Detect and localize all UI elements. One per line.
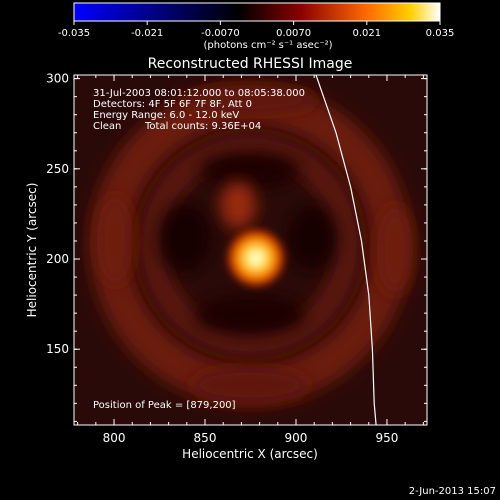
timestamp-footer: 2-Jun-2013 15:07 [409,486,496,497]
y-axis-ticks: 150 200 250 300 [46,72,427,422]
colorbar-tick-label: 0.035 [426,28,455,39]
x-tick-label: 950 [376,431,399,445]
colorbar-ticks: -0.035 -0.021 -0.0070 0.0070 0.021 0.035 [58,21,454,39]
y-tick-label: 200 [46,252,69,266]
peak-position-text: Position of Peak = [879,200] [93,400,236,411]
colorbar-tick-label: -0.035 [58,28,90,39]
chart-title: Reconstructed RHESSI Image [148,56,353,72]
y-tick-label: 150 [46,342,69,356]
solar-limb-curve [315,75,377,425]
energy-range-text: Energy Range: 6.0 - 12.0 keV [93,110,239,121]
x-tick-label: 800 [103,431,126,445]
x-tick-label: 900 [285,431,308,445]
colorbar-unit-label: (photons cm⁻² s⁻¹ asec⁻²) [203,40,332,51]
x-axis-label: Heliocentric X (arcsec) [182,447,318,461]
flare-peak [226,228,286,288]
y-axis-label: Heliocentric Y (arcsec) [25,183,39,318]
clean-method-text: Clean [93,121,121,132]
x-axis-ticks: 800 850 900 950 [77,75,424,445]
colorbar-tick-label: -0.0070 [201,28,240,39]
y-tick-label: 250 [46,162,69,176]
colorbar [73,2,441,22]
heatmap-image [74,75,427,425]
y-tick-label: 300 [46,72,69,86]
total-counts-text: Total counts: 9.36E+04 [144,121,261,132]
time-range-text: 31-Jul-2003 08:01:12.000 to 08:05:38.000 [93,88,305,99]
colorbar-tick-label: 0.0070 [276,28,311,39]
colorbar-tick-label: 0.021 [352,28,381,39]
detectors-text: Detectors: 4F 5F 6F 7F 8F, Att 0 [93,99,252,110]
x-tick-label: 850 [194,431,217,445]
colorbar-tick-label: -0.021 [131,28,163,39]
plot-frame [73,74,428,426]
